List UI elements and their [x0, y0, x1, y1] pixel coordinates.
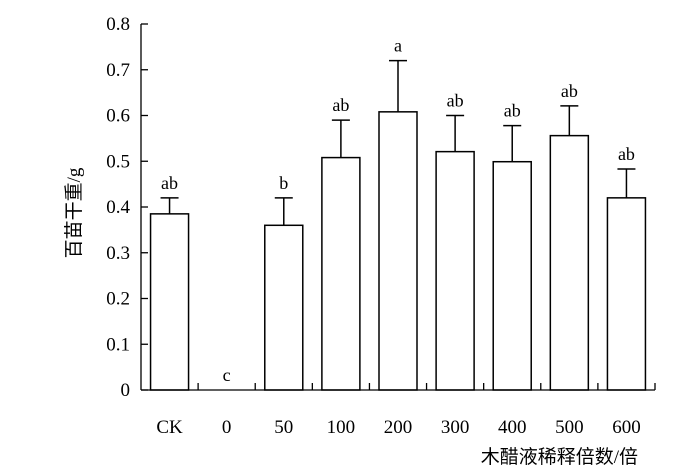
bar: [264, 224, 304, 391]
x-tick-label: 100: [327, 417, 356, 438]
x-tick-label: 0: [222, 417, 232, 438]
x-tick-label: 50: [274, 417, 293, 438]
significance-label: b: [279, 173, 288, 193]
significance-label: ab: [618, 144, 635, 164]
significance-label: c: [223, 365, 231, 385]
x-tick-label: CK: [156, 417, 183, 438]
significance-label: ab: [332, 95, 349, 115]
y-tick-label: 0.2: [106, 289, 130, 310]
significance-label: ab: [161, 173, 178, 193]
bar: [492, 160, 532, 391]
y-tick-label: 0.8: [106, 14, 130, 35]
significance-labels-group: ab c b ab a ab ab ab ab: [161, 36, 635, 385]
bars-group: [149, 111, 647, 391]
y-tick-label: 0.7: [106, 60, 130, 81]
significance-label: a: [394, 36, 402, 56]
bar: [321, 156, 361, 391]
x-axis: CK 0 50 100 200 300 400 500 600: [141, 383, 656, 438]
significance-label: ab: [504, 101, 521, 121]
y-tick-label: 0.3: [106, 243, 130, 264]
y-tick-label: 0.6: [106, 106, 130, 127]
x-axis-title: 木醋液稀释倍数/倍: [481, 446, 638, 468]
y-axis-title: 百苗干重/g: [63, 167, 85, 258]
bar: [378, 111, 418, 391]
bar: [549, 134, 590, 391]
significance-label: ab: [447, 91, 464, 111]
significance-label: ab: [561, 81, 578, 101]
bar: [606, 197, 647, 391]
x-tick-label: 500: [555, 417, 584, 438]
x-tick-label: 600: [612, 417, 641, 438]
y-axis: 0 0.1 0.2 0.3 0.4 0.5 0.6 0.7 0.8: [106, 14, 148, 401]
y-tick-label: 0.4: [106, 197, 130, 218]
y-tick-label: 0: [121, 380, 131, 401]
x-tick-label: 400: [498, 417, 527, 438]
y-tick-label: 0.5: [106, 151, 130, 172]
x-tick-label: 200: [384, 417, 413, 438]
bar: [149, 213, 190, 391]
y-tick-label: 0.1: [106, 334, 130, 355]
bar: [435, 150, 475, 391]
x-tick-label: 300: [441, 417, 470, 438]
error-bars-group: [160, 59, 636, 226]
